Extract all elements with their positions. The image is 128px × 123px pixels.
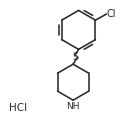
Text: NH: NH [66, 102, 80, 111]
Text: S: S [73, 52, 79, 62]
Text: HCl: HCl [9, 103, 27, 113]
Text: Cl: Cl [107, 9, 116, 19]
